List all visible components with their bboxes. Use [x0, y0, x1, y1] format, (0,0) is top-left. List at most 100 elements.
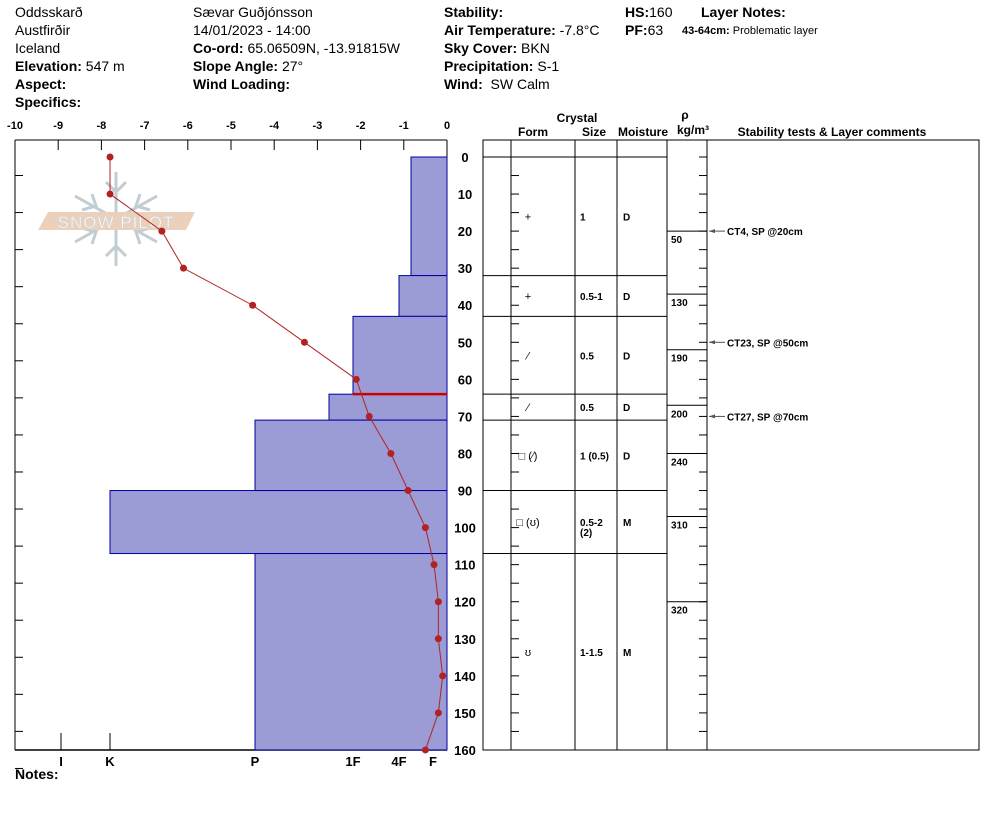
temperature-point — [106, 190, 114, 198]
header-crystal: Crystal — [557, 111, 598, 125]
temp-tick-label: -9 — [53, 120, 63, 132]
depth-tick-label: 150 — [454, 706, 476, 721]
crystal-form: + — [525, 211, 531, 223]
crystal-size: 0.5 — [580, 403, 594, 414]
crystal-form: □ (ʊ) — [516, 517, 539, 529]
temperature-point — [430, 561, 438, 569]
crystal-form: ⁄ — [524, 402, 531, 414]
notes-label: Notes: — [15, 766, 59, 782]
temperature-point — [434, 635, 442, 643]
coord-label: Co-ord: — [193, 40, 244, 56]
pf-label: PF: — [625, 22, 648, 38]
specifics-label: Specifics: — [15, 94, 82, 110]
header-rho: ρ — [681, 108, 688, 122]
depth-tick-label: 100 — [454, 521, 476, 536]
temperature-point — [387, 449, 395, 457]
depth-tick-label: 160 — [454, 743, 476, 758]
observer: Sævar Guðjónsson — [193, 4, 313, 20]
temperature-point — [421, 524, 429, 532]
region: Austfirðir — [15, 22, 71, 38]
pf-value: 63 — [647, 22, 664, 38]
stability-test: CT23, SP @50cm — [727, 338, 808, 349]
moisture: M — [623, 648, 631, 659]
layer-table-frame — [482, 139, 980, 751]
temp-tick-label: -10 — [7, 120, 23, 132]
moisture: M — [623, 518, 631, 529]
depth-tick-label: 50 — [458, 335, 472, 350]
logo-text: SNOW PILOT — [58, 213, 175, 232]
temp-tick-label: -1 — [399, 120, 409, 132]
temperature-point — [179, 264, 187, 272]
sky-label: Sky Cover: — [444, 40, 518, 56]
depth-tick-label: 0 — [461, 150, 468, 165]
temp-tick-label: -7 — [140, 120, 150, 132]
hardness-bar — [410, 156, 448, 277]
moisture: D — [623, 451, 630, 462]
hardness-bar — [398, 275, 448, 317]
crystal-form: ʊ — [525, 647, 531, 659]
density-value: 240 — [671, 457, 688, 468]
hs-label: HS: — [625, 4, 650, 20]
temperature-point — [158, 227, 166, 235]
elevation-value: 547 m — [85, 58, 125, 74]
crystal-size: 1-1.5 — [580, 648, 603, 659]
crystal-form: + — [525, 291, 531, 303]
datetime: 14/01/2023 - 14:00 — [193, 22, 311, 38]
slope-label: Slope Angle: — [193, 58, 279, 74]
temp-tick-label: -6 — [183, 120, 193, 132]
temp-tick-label: 0 — [444, 120, 450, 132]
header-density-unit: kg/m³ — [677, 123, 709, 137]
depth-tick-label: 70 — [458, 409, 472, 424]
crystal-size: 1 — [580, 212, 586, 223]
moisture: D — [623, 212, 630, 223]
hardness-tick-label: I — [59, 754, 63, 769]
aspect-label: Aspect: — [15, 76, 67, 92]
header-size: Size — [582, 125, 606, 139]
stability-test: CT27, SP @70cm — [727, 412, 808, 423]
stability-test: CT4, SP @20cm — [727, 227, 803, 238]
hardness-bar — [352, 315, 448, 395]
air-temp-value: -7.8°C — [559, 22, 600, 38]
temp-tick-label: -2 — [356, 120, 366, 132]
crystal-size: 0.5-2 — [580, 518, 603, 529]
depth-tick-label: 130 — [454, 632, 476, 647]
arrow-head-icon — [709, 229, 715, 234]
temp-tick-label: -8 — [97, 120, 107, 132]
arrow-head-icon — [709, 340, 715, 345]
moisture: D — [623, 292, 630, 303]
temperature-point — [434, 598, 442, 606]
depth-tick-label: 90 — [458, 484, 472, 499]
crystal-form: ⁄ — [524, 350, 531, 362]
elevation: Elevation: 547 m — [15, 57, 125, 75]
density-value: 320 — [671, 606, 688, 617]
depth-tick-label: 120 — [454, 595, 476, 610]
crystal-size: 0.5-1 — [580, 292, 603, 303]
temperature-point — [106, 153, 114, 161]
hardness-tick-label: F — [429, 754, 437, 769]
density-value: 190 — [671, 354, 688, 365]
temp-tick-label: -5 — [226, 120, 236, 132]
depth-tick-label: 40 — [458, 298, 472, 313]
stability-label: Stability: — [444, 4, 504, 20]
temperature-point — [404, 487, 412, 495]
layer-note-range: 43-64cm: — [682, 25, 730, 37]
wind-label: Wind: — [444, 76, 483, 92]
density-value: 130 — [671, 298, 688, 309]
air-temp-label: Air Temperature: — [444, 22, 556, 38]
depth-tick-label: 20 — [458, 224, 472, 239]
moisture: D — [623, 403, 630, 414]
depth-tick-label: 110 — [455, 558, 476, 573]
hs-value: 160 — [649, 4, 673, 20]
temperature-point — [249, 301, 257, 309]
snowpilot-logo: SNOW PILOT — [38, 172, 195, 266]
crystal-form: □ (⁄) — [519, 450, 538, 462]
sky-value: BKN — [521, 40, 550, 56]
wind-loading-label: Wind Loading: — [193, 76, 291, 92]
coord-value: 65.06509N, -13.91815W — [247, 40, 400, 56]
density-value: 310 — [671, 520, 688, 531]
depth-tick-label: 30 — [458, 261, 472, 276]
location: Oddsskarð — [15, 4, 83, 20]
depth-tick-label: 140 — [454, 669, 476, 684]
